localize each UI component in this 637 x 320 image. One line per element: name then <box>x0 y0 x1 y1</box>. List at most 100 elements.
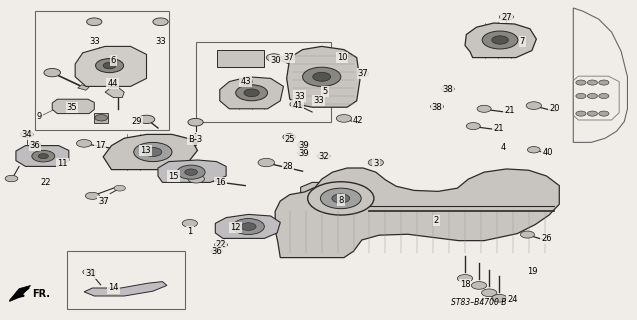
Text: 4: 4 <box>501 143 506 152</box>
Circle shape <box>587 93 598 99</box>
Circle shape <box>492 36 508 44</box>
Text: 1: 1 <box>187 228 192 236</box>
Polygon shape <box>287 46 360 107</box>
Circle shape <box>303 67 341 86</box>
Text: 27: 27 <box>501 13 512 22</box>
Circle shape <box>492 294 507 302</box>
Circle shape <box>177 165 205 179</box>
Bar <box>196 42 331 122</box>
Polygon shape <box>10 285 31 301</box>
Text: 7: 7 <box>520 37 525 46</box>
Circle shape <box>188 175 204 183</box>
Polygon shape <box>84 282 167 296</box>
Circle shape <box>134 142 172 162</box>
Circle shape <box>44 68 61 77</box>
Circle shape <box>482 289 497 297</box>
Circle shape <box>527 147 540 153</box>
Circle shape <box>244 89 259 97</box>
Circle shape <box>306 93 318 99</box>
Text: 20: 20 <box>549 104 559 113</box>
Text: 5: 5 <box>322 87 327 96</box>
Circle shape <box>215 242 227 248</box>
Bar <box>217 50 264 67</box>
Text: 22: 22 <box>41 178 51 187</box>
Text: 33: 33 <box>294 92 304 100</box>
Text: 33: 33 <box>313 96 324 105</box>
Circle shape <box>457 275 473 282</box>
Text: 25: 25 <box>285 135 295 144</box>
Circle shape <box>138 115 155 124</box>
Circle shape <box>95 115 108 121</box>
Circle shape <box>266 54 282 61</box>
Circle shape <box>431 103 443 110</box>
Circle shape <box>211 248 222 254</box>
Text: 22: 22 <box>216 240 226 249</box>
Text: 39: 39 <box>298 141 308 150</box>
Text: B-3: B-3 <box>189 135 203 144</box>
Text: 36: 36 <box>211 247 222 256</box>
Circle shape <box>471 282 487 289</box>
Circle shape <box>466 123 480 130</box>
Text: 13: 13 <box>140 146 150 155</box>
Circle shape <box>258 158 275 167</box>
Circle shape <box>576 111 586 116</box>
Circle shape <box>482 31 518 49</box>
Circle shape <box>317 153 330 159</box>
Text: 6: 6 <box>111 56 116 65</box>
Polygon shape <box>94 113 108 123</box>
Circle shape <box>283 55 294 60</box>
Polygon shape <box>52 99 94 114</box>
Circle shape <box>520 231 534 238</box>
Text: FR.: FR. <box>32 289 50 299</box>
Circle shape <box>526 102 541 109</box>
Text: 14: 14 <box>108 284 118 292</box>
Polygon shape <box>465 23 536 58</box>
Text: 37: 37 <box>283 53 294 62</box>
Circle shape <box>599 111 609 116</box>
Text: 15: 15 <box>168 172 178 180</box>
Circle shape <box>103 62 116 69</box>
Text: 2: 2 <box>434 216 439 225</box>
Circle shape <box>587 80 598 85</box>
Polygon shape <box>78 85 89 90</box>
Circle shape <box>441 86 454 92</box>
Text: 35: 35 <box>67 103 77 112</box>
Circle shape <box>153 18 168 26</box>
Text: 8: 8 <box>338 196 343 204</box>
Polygon shape <box>75 46 147 86</box>
Text: 31: 31 <box>85 269 96 278</box>
Text: 44: 44 <box>108 79 118 88</box>
Polygon shape <box>158 160 226 182</box>
Text: 29: 29 <box>132 117 142 126</box>
Text: 36: 36 <box>30 141 40 150</box>
Text: 18: 18 <box>460 280 470 289</box>
Circle shape <box>576 93 586 99</box>
Circle shape <box>297 142 309 148</box>
Circle shape <box>38 154 48 159</box>
Text: 21: 21 <box>494 124 504 132</box>
Circle shape <box>320 188 361 209</box>
Circle shape <box>96 59 124 73</box>
Polygon shape <box>301 182 382 216</box>
Text: 28: 28 <box>283 162 293 171</box>
Polygon shape <box>16 146 69 166</box>
Circle shape <box>114 185 125 191</box>
Circle shape <box>283 134 296 140</box>
Polygon shape <box>103 134 197 170</box>
Text: 41: 41 <box>292 101 303 110</box>
Text: 10: 10 <box>337 53 347 62</box>
Circle shape <box>313 72 331 81</box>
Circle shape <box>290 101 303 108</box>
Text: 40: 40 <box>543 148 553 156</box>
Text: 32: 32 <box>318 152 329 161</box>
Text: 33: 33 <box>89 37 99 46</box>
Text: 3: 3 <box>373 159 378 168</box>
Circle shape <box>240 78 252 85</box>
Text: ST83–B4700 B: ST83–B4700 B <box>451 298 506 307</box>
Text: 43: 43 <box>241 77 251 86</box>
Text: 24: 24 <box>508 295 518 304</box>
Circle shape <box>188 118 203 126</box>
Circle shape <box>576 80 586 85</box>
Circle shape <box>32 150 55 162</box>
Circle shape <box>297 150 309 156</box>
